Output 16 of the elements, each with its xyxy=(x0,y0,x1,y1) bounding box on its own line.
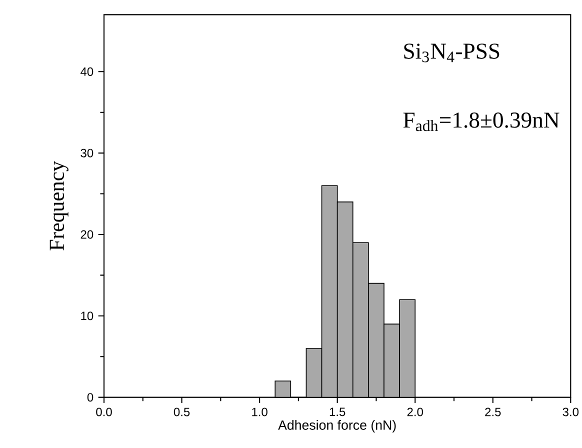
x-axis-title: Adhesion force (nN) xyxy=(278,420,396,432)
x-tick-label: 2.0 xyxy=(407,408,423,416)
x-tick-label: 1.0 xyxy=(252,408,268,416)
annotation: Si$_{3}$N$_{4}$-PSS xyxy=(404,44,500,62)
x-tick-label: 1.5 xyxy=(330,408,346,416)
x-tick-label: 2.5 xyxy=(485,408,501,416)
x-tick-label: 0.5 xyxy=(174,408,190,416)
y-tick-label: 10 xyxy=(81,312,94,320)
y-tick-label: 20 xyxy=(80,230,94,239)
y-tick-label: 40 xyxy=(80,67,94,76)
y-tick-label: 0 xyxy=(87,393,94,402)
y-axis-title: Frequency xyxy=(50,161,68,250)
x-tick-label: 0.0 xyxy=(96,408,112,416)
y-tick-label: 30 xyxy=(80,148,94,158)
x-tick-label: 3.0 xyxy=(562,408,579,416)
annotation: F$_{adh}$=1.8±0.39nN xyxy=(403,112,560,132)
